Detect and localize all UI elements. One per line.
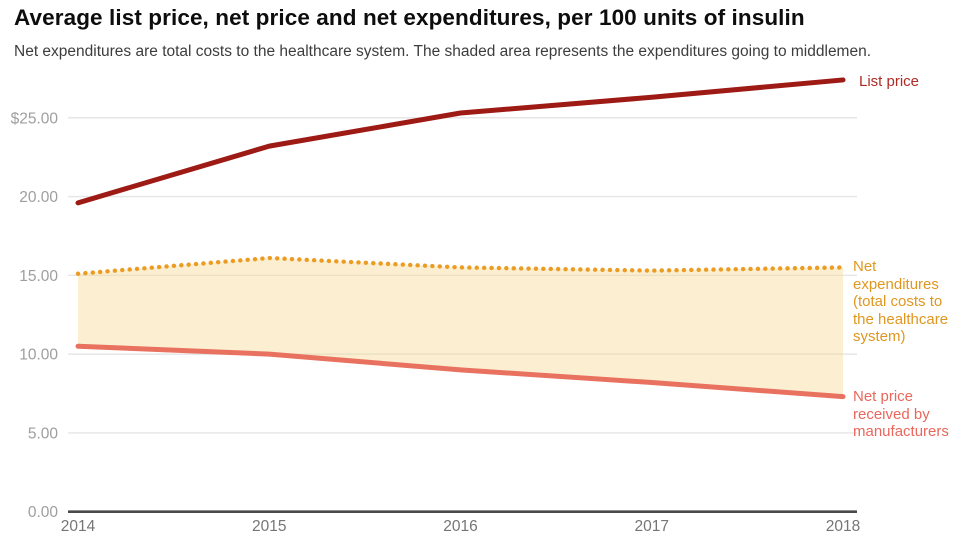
legend-list-price: List price [859, 73, 920, 90]
y-axis-tick-label: 5.00 [28, 425, 59, 442]
chart-subtitle: Net expenditures are total costs to the … [14, 43, 872, 60]
y-axis-tick-label: 20.00 [19, 189, 58, 206]
y-axis-tick-label: 15.00 [19, 268, 58, 285]
chart-title: Average list price, net price and net ex… [14, 5, 805, 30]
x-axis-tick-label: 2017 [635, 518, 669, 535]
x-axis-tick-label: 2018 [826, 518, 860, 535]
y-axis-tick-label: $25.00 [11, 110, 59, 127]
y-axis-tick-label: 10.00 [19, 347, 58, 364]
x-axis-tick-label: 2016 [443, 518, 477, 535]
net-price-line [75, 343, 846, 400]
legend-net-price: Net price received by manufacturers [853, 388, 949, 440]
x-axis-tick-label: 2014 [61, 518, 96, 535]
list-price-line [75, 77, 846, 206]
legend-net-expenditures: Net expenditures (total costs to the hea… [853, 258, 949, 345]
x-axis-tick-label: 2015 [252, 518, 286, 535]
net-expenditures-line [75, 255, 846, 276]
y-axis-tick-label: 0.00 [28, 504, 59, 521]
middlemen-shaded-area [78, 257, 843, 397]
